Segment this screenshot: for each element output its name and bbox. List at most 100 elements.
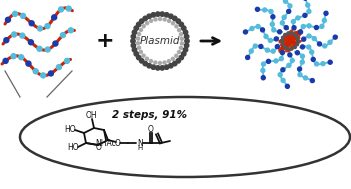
Circle shape xyxy=(282,36,284,39)
Circle shape xyxy=(180,37,183,40)
Circle shape xyxy=(307,9,311,13)
Circle shape xyxy=(37,46,42,51)
Circle shape xyxy=(38,26,42,31)
Text: HO: HO xyxy=(64,125,76,133)
Circle shape xyxy=(281,40,283,42)
Circle shape xyxy=(143,16,147,21)
Text: O: O xyxy=(115,139,121,147)
Circle shape xyxy=(296,51,299,55)
Circle shape xyxy=(290,59,294,63)
Circle shape xyxy=(164,13,169,17)
Circle shape xyxy=(176,19,180,23)
Circle shape xyxy=(138,46,140,49)
Circle shape xyxy=(171,57,174,60)
Circle shape xyxy=(138,33,141,36)
Circle shape xyxy=(310,79,314,83)
Circle shape xyxy=(246,55,250,60)
Circle shape xyxy=(311,57,315,61)
Circle shape xyxy=(261,62,266,66)
Circle shape xyxy=(284,33,286,36)
Circle shape xyxy=(300,54,304,58)
Circle shape xyxy=(57,65,61,70)
Circle shape xyxy=(328,60,332,64)
Circle shape xyxy=(307,24,311,28)
Circle shape xyxy=(65,58,69,63)
Circle shape xyxy=(139,19,144,23)
Circle shape xyxy=(146,22,149,25)
Circle shape xyxy=(296,43,298,46)
Circle shape xyxy=(303,13,307,17)
Circle shape xyxy=(155,66,160,70)
Circle shape xyxy=(172,22,174,25)
Circle shape xyxy=(297,40,299,42)
Circle shape xyxy=(183,30,188,34)
Circle shape xyxy=(147,64,151,68)
Circle shape xyxy=(328,40,332,44)
Circle shape xyxy=(167,60,170,63)
Circle shape xyxy=(154,61,157,64)
Circle shape xyxy=(143,61,147,66)
Circle shape xyxy=(301,25,305,29)
Text: O: O xyxy=(148,125,154,135)
Circle shape xyxy=(284,0,287,3)
Circle shape xyxy=(280,51,284,55)
Circle shape xyxy=(287,47,290,50)
Circle shape xyxy=(139,28,143,31)
Circle shape xyxy=(179,22,184,27)
Circle shape xyxy=(256,7,259,11)
Circle shape xyxy=(274,37,278,41)
Circle shape xyxy=(154,18,157,21)
Circle shape xyxy=(281,68,285,72)
Circle shape xyxy=(6,17,11,22)
Circle shape xyxy=(291,47,293,50)
Text: O: O xyxy=(96,143,102,152)
Circle shape xyxy=(147,14,151,19)
Circle shape xyxy=(178,29,181,32)
Circle shape xyxy=(288,53,292,57)
Text: OH: OH xyxy=(85,111,97,119)
Circle shape xyxy=(53,41,58,46)
Circle shape xyxy=(274,59,278,63)
Circle shape xyxy=(176,59,180,63)
Circle shape xyxy=(294,46,296,49)
Ellipse shape xyxy=(20,97,350,177)
Circle shape xyxy=(180,42,183,45)
Circle shape xyxy=(302,37,306,41)
Circle shape xyxy=(159,18,161,20)
Circle shape xyxy=(33,69,38,74)
Circle shape xyxy=(185,39,189,43)
Circle shape xyxy=(150,60,152,63)
Circle shape xyxy=(314,62,319,66)
Circle shape xyxy=(175,54,178,57)
Circle shape xyxy=(291,20,295,24)
Circle shape xyxy=(279,57,283,61)
Circle shape xyxy=(181,52,186,56)
Circle shape xyxy=(318,42,322,46)
Circle shape xyxy=(11,54,16,59)
Circle shape xyxy=(3,58,8,63)
Circle shape xyxy=(298,67,302,71)
Text: 2 steps, 91%: 2 steps, 91% xyxy=(113,110,187,120)
Circle shape xyxy=(278,73,282,77)
Circle shape xyxy=(320,24,324,28)
Circle shape xyxy=(41,73,46,78)
Circle shape xyxy=(270,22,274,26)
Circle shape xyxy=(151,13,155,17)
Circle shape xyxy=(12,32,16,37)
Circle shape xyxy=(26,61,31,66)
Circle shape xyxy=(137,37,140,40)
Circle shape xyxy=(59,7,64,12)
Circle shape xyxy=(19,55,24,60)
Circle shape xyxy=(164,65,169,69)
Circle shape xyxy=(261,76,265,80)
Circle shape xyxy=(249,49,253,53)
Circle shape xyxy=(134,52,138,56)
Circle shape xyxy=(323,44,327,48)
Text: N: N xyxy=(137,139,143,147)
Circle shape xyxy=(298,73,302,77)
Circle shape xyxy=(132,48,137,52)
Circle shape xyxy=(184,43,189,48)
Text: Plasmid: Plasmid xyxy=(140,36,180,46)
Circle shape xyxy=(300,60,304,64)
Circle shape xyxy=(324,11,328,15)
